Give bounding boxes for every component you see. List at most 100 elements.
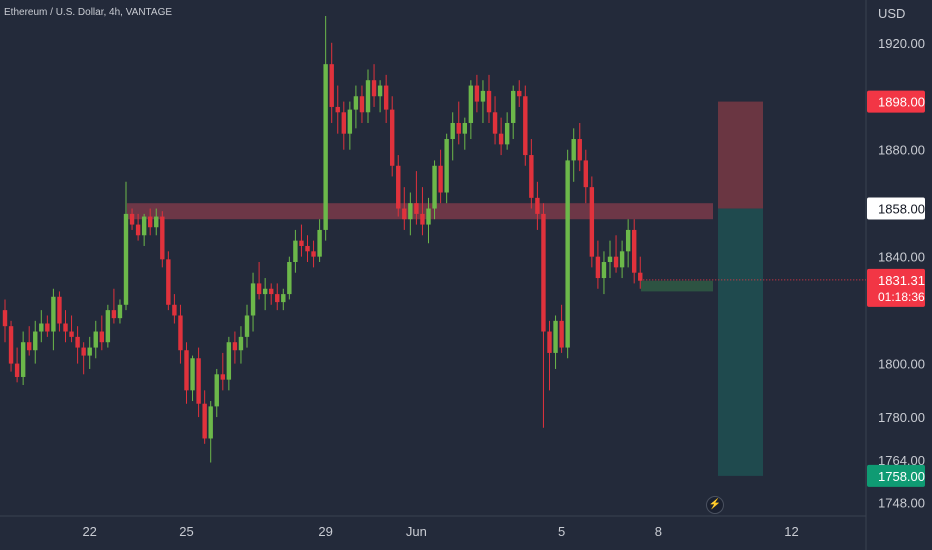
candle-body <box>244 315 250 337</box>
candle-body <box>541 213 546 332</box>
x-tick-label: 29 <box>318 524 332 539</box>
candle-body <box>420 213 425 225</box>
currency-label: USD <box>878 6 906 21</box>
candle-body <box>632 229 637 273</box>
candle-body <box>329 64 334 107</box>
stop-loss-zone <box>718 101 763 209</box>
candle-body <box>341 112 346 134</box>
candle-body <box>14 363 20 377</box>
candle-body <box>262 288 268 295</box>
last-price-bg <box>867 268 925 307</box>
countdown-label: 01:18:36 <box>878 290 925 304</box>
candle-body <box>129 213 135 225</box>
candle-body <box>190 358 195 391</box>
candle-body <box>486 90 492 113</box>
stop-price-label: 1898.00 <box>878 95 925 110</box>
candle-body <box>99 331 104 343</box>
candle-body <box>390 109 395 166</box>
y-tick-label: 1780.00 <box>878 410 925 425</box>
lightning-icon[interactable]: ⚡ <box>706 496 724 514</box>
target-price-label-bg <box>867 464 925 487</box>
x-tick-label: 8 <box>655 524 662 539</box>
candle-body <box>196 358 201 404</box>
candle-body <box>444 139 449 193</box>
candle-body <box>135 224 141 236</box>
candle-body <box>377 85 383 97</box>
candle-body <box>450 122 455 140</box>
x-tick-label: 25 <box>179 524 193 539</box>
candle-body <box>148 216 153 228</box>
candle-body <box>414 203 419 214</box>
candle-body <box>172 304 177 316</box>
candle-body <box>498 133 504 145</box>
stop-price-label-bg <box>867 90 925 113</box>
candle-body <box>311 251 316 257</box>
entry-price-label-bg <box>867 197 925 220</box>
candle-body <box>117 304 123 319</box>
candle-body <box>160 216 165 260</box>
candle-body <box>323 64 328 230</box>
candle-body <box>51 296 56 332</box>
candle-body <box>517 90 522 97</box>
candle-body <box>214 374 219 407</box>
candle-body <box>601 262 607 279</box>
candle-body <box>353 96 359 110</box>
candle-body <box>565 160 570 348</box>
candle-body <box>468 85 474 123</box>
candle-body <box>619 251 625 268</box>
candle-body <box>93 331 98 348</box>
target-price-label: 1758.00 <box>878 469 925 484</box>
candle-body <box>571 139 576 161</box>
candle-body <box>359 96 365 113</box>
candle-body <box>87 347 92 356</box>
candle-body <box>547 331 552 353</box>
resistance-zone <box>127 203 713 220</box>
candle-body <box>178 315 183 351</box>
candle-body <box>250 283 256 316</box>
candle-body <box>402 208 407 220</box>
candle-body <box>553 320 558 353</box>
y-tick-label: 1840.00 <box>878 250 925 265</box>
candle-body <box>184 350 189 391</box>
candle-body <box>27 342 32 351</box>
candle-body <box>607 256 613 263</box>
candle-body <box>383 85 389 110</box>
candle-body <box>456 122 461 134</box>
candle-body <box>57 296 62 324</box>
candle-body <box>638 272 643 281</box>
candle-body <box>523 96 528 156</box>
candle-body <box>577 139 582 161</box>
entry-price-label: 1858.00 <box>878 202 925 217</box>
candle-body <box>75 336 80 348</box>
candle-body <box>299 240 304 246</box>
candle-body <box>166 259 171 305</box>
candle-body <box>269 288 274 295</box>
y-tick-label: 1764.00 <box>878 453 925 468</box>
x-tick-label: 5 <box>558 524 565 539</box>
candle-body <box>293 240 298 263</box>
x-tick-label: 12 <box>784 524 798 539</box>
candle-body <box>371 80 377 97</box>
candle-body <box>426 208 431 225</box>
y-tick-label: 1880.00 <box>878 143 925 158</box>
support-zone <box>641 280 713 292</box>
candle-body <box>226 342 232 380</box>
take-profit-zone <box>718 208 763 476</box>
symbol-title: Ethereum / U.S. Dollar, 4h, VANTAGE <box>4 7 173 18</box>
candle-body <box>220 374 225 380</box>
candle-body <box>462 122 467 134</box>
candle-body <box>347 109 353 134</box>
candle-body <box>317 229 322 257</box>
candle-body <box>111 310 117 319</box>
candle-body <box>141 216 147 236</box>
candle-body <box>275 294 280 303</box>
candle-body <box>81 347 86 356</box>
candle-body <box>492 112 498 134</box>
candle-body <box>33 331 38 351</box>
candle-body <box>613 256 619 268</box>
y-tick-label: 1800.00 <box>878 357 925 372</box>
candle-body <box>480 90 486 102</box>
candle-body <box>281 294 286 303</box>
